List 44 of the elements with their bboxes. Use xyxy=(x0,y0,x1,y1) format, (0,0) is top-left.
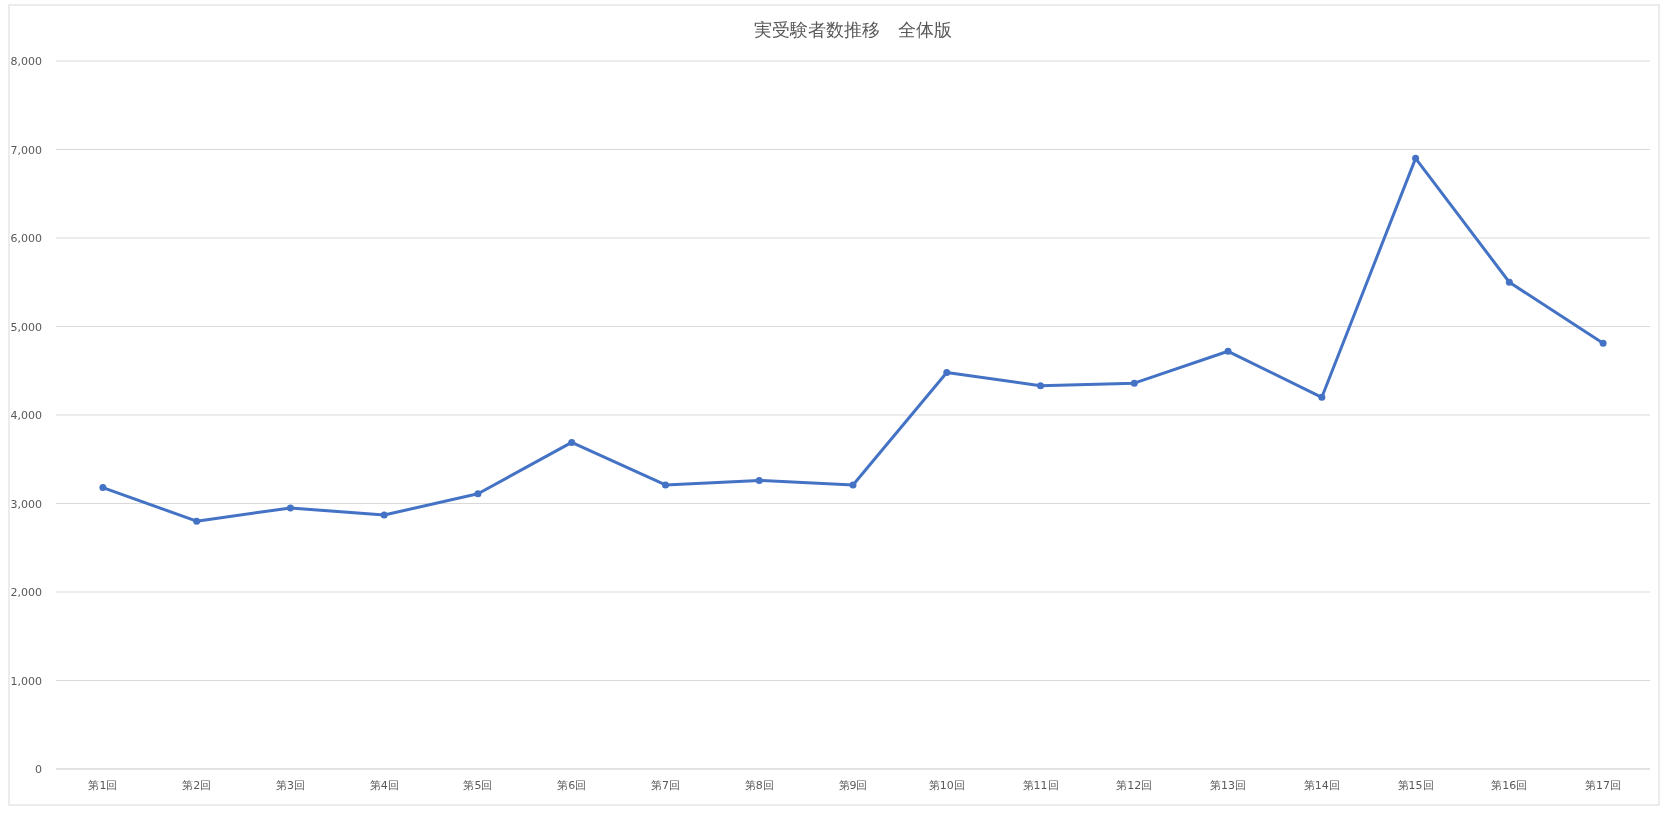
point xyxy=(1037,382,1045,390)
y-tick-label: 0 xyxy=(35,763,42,776)
x-tick-label: 第2回 xyxy=(182,779,212,792)
y-tick-label: 3,000 xyxy=(10,497,42,511)
y-tick-label: 4,000 xyxy=(10,409,42,422)
y-tick-label: 5,000 xyxy=(10,320,42,334)
x-tick-label: 第16回 xyxy=(1491,779,1528,792)
x-tick-label: 第15回 xyxy=(1397,779,1434,792)
point xyxy=(1599,339,1607,347)
point xyxy=(568,438,576,446)
x-tick-label: 第6回 xyxy=(557,779,587,792)
chart-title: 実受験者数推移 全体版 xyxy=(754,19,952,40)
point xyxy=(1224,347,1232,355)
y-tick-label: 8,000 xyxy=(10,55,42,68)
y-tick-label: 6,000 xyxy=(10,232,42,245)
x-tick-label: 第11回 xyxy=(1022,779,1059,792)
x-tick-label: 第7回 xyxy=(650,779,680,792)
point xyxy=(1318,393,1326,401)
point xyxy=(286,504,294,512)
x-tick-label: 第3回 xyxy=(275,779,305,792)
x-tick-label: 第9回 xyxy=(838,779,868,792)
x-tick-label: 第5回 xyxy=(463,779,493,792)
point xyxy=(661,481,669,489)
x-tick-label: 第12回 xyxy=(1116,779,1153,792)
point xyxy=(849,481,857,489)
point xyxy=(1505,278,1513,286)
point xyxy=(943,369,951,377)
y-tick-label: 1,000 xyxy=(10,674,42,688)
x-tick-label: 第8回 xyxy=(744,779,774,792)
point xyxy=(1412,154,1420,162)
point xyxy=(755,476,763,484)
x-tick-label: 第10回 xyxy=(928,779,965,792)
y-tick-label: 7,000 xyxy=(10,143,42,157)
point xyxy=(474,490,482,498)
x-tick-label: 第17回 xyxy=(1585,779,1622,792)
point xyxy=(99,484,107,492)
x-tick-label: 第1回 xyxy=(88,779,118,792)
point xyxy=(193,517,201,525)
point xyxy=(380,511,388,519)
x-tick-label: 第13回 xyxy=(1210,779,1247,792)
x-tick-label: 第14回 xyxy=(1303,779,1340,792)
point xyxy=(1130,379,1138,387)
y-tick-label: 2,000 xyxy=(10,586,42,599)
x-tick-label: 第4回 xyxy=(369,779,399,792)
